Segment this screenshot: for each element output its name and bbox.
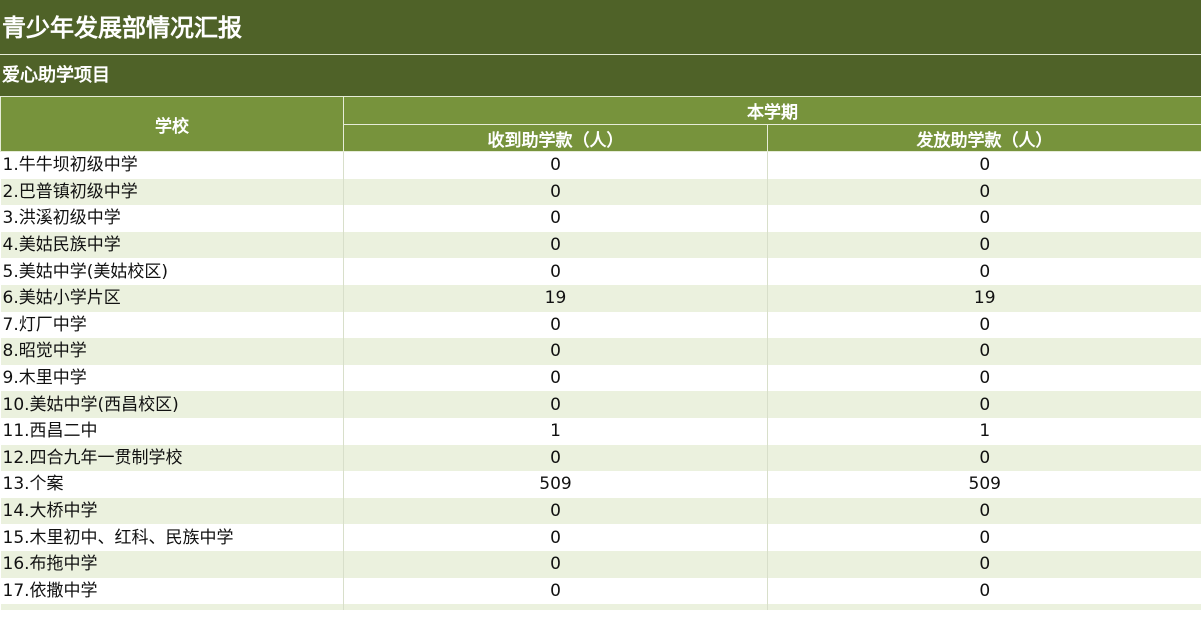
table-row: 11.西昌二中 1 1: [1, 417, 1201, 445]
school-cell: 5.美姑中学(美姑校区): [2, 261, 168, 282]
received-cell: 0: [343, 577, 768, 605]
school-cell: 3.洪溪初级中学: [2, 208, 121, 229]
issued-cell: 509: [767, 471, 1201, 498]
issued-cell: 0: [767, 258, 1201, 285]
table-row: [0, 604, 1201, 611]
school-cell: 4.美姑民族中学: [0, 231, 344, 259]
issued-cell: 0: [767, 311, 1201, 339]
received-cell: 0: [343, 231, 768, 259]
issued-cell: 0: [767, 151, 1201, 179]
school-cell: 17.依撒中学: [2, 580, 98, 601]
report-title: 青少年发展部情况汇报: [0, 0, 1201, 55]
school-cell: 11.西昌二中: [2, 421, 98, 442]
school-cell: 12.四合九年一贯制学校: [0, 444, 344, 472]
table-row: 12.四合九年一贯制学校 0 0: [0, 444, 1201, 472]
table-row: 7.灯厂中学 0 0: [1, 311, 1201, 339]
received-cell: 0: [343, 258, 768, 285]
col-header-school: 学校: [0, 97, 344, 152]
table-row: 4.美姑民族中学 0 0: [0, 231, 1201, 259]
issued-cell: 0: [767, 391, 1201, 418]
issued-cell: 0: [767, 524, 1201, 551]
received-cell: 0: [343, 151, 768, 179]
section-title: 爱心助学项目: [0, 55, 1201, 97]
issued-cell: 0: [767, 178, 1201, 206]
school-cell: 16.布拖中学: [0, 550, 344, 578]
table-row: 2.巴普镇初级中学 0 0: [0, 178, 1201, 206]
issued-cell: 19: [767, 284, 1201, 312]
issued-cell: 0: [767, 231, 1201, 259]
received-cell: 0: [343, 205, 768, 232]
school-cell: 2.巴普镇初级中学: [0, 178, 344, 206]
table-row: 5.美姑中学(美姑校区) 0 0: [1, 258, 1201, 285]
issued-cell: 0: [767, 364, 1201, 392]
table-row: 13.个案 509 509: [1, 471, 1201, 498]
received-cell: 0: [343, 391, 768, 418]
school-cell: 7.灯厂中学: [2, 314, 87, 335]
school-cell: [0, 604, 344, 611]
issued-cell: 0: [767, 338, 1201, 365]
table-row: 1.牛牛坝初级中学 0 0: [1, 151, 1201, 179]
table-row: 10.美姑中学(西昌校区) 0 0: [0, 391, 1201, 418]
school-cell: 9.木里中学: [2, 368, 87, 389]
col-header-received: 收到助学款（人）: [343, 124, 768, 152]
received-cell: 0: [343, 524, 768, 551]
issued-cell: 0: [767, 577, 1201, 605]
received-cell: 0: [343, 338, 768, 365]
table-row: 9.木里中学 0 0: [1, 364, 1201, 392]
school-cell: 1.牛牛坝初级中学: [2, 155, 138, 176]
school-cell: 15.木里初中、红科、民族中学: [2, 527, 234, 548]
received-cell: [343, 604, 768, 611]
received-cell: 0: [343, 444, 768, 472]
issued-cell: 0: [767, 550, 1201, 578]
issued-cell: 1: [767, 417, 1201, 445]
issued-cell: 0: [767, 444, 1201, 472]
issued-cell: 0: [767, 205, 1201, 232]
received-cell: 1: [343, 417, 768, 445]
table-row: 17.依撒中学 0 0: [1, 577, 1201, 605]
received-cell: 0: [343, 550, 768, 578]
table-row: 8.昭觉中学 0 0: [0, 338, 1201, 365]
school-cell: 6.美姑小学片区: [0, 284, 344, 312]
col-header-issued: 发放助学款（人）: [767, 124, 1201, 152]
issued-cell: [767, 604, 1201, 611]
received-cell: 0: [343, 497, 768, 525]
table-row: 6.美姑小学片区 19 19: [0, 284, 1201, 312]
table-row: 16.布拖中学 0 0: [0, 550, 1201, 578]
school-cell: 14.大桥中学: [0, 497, 344, 525]
received-cell: 0: [343, 364, 768, 392]
school-cell: 13.个案: [2, 474, 64, 495]
issued-cell: 0: [767, 497, 1201, 525]
aid-table: 学校 本学期 收到助学款（人） 发放助学款（人） 1.牛牛坝初级中学 0 0 2.巴普…: [0, 97, 1201, 611]
table-row: 14.大桥中学 0 0: [0, 497, 1201, 525]
school-cell: 8.昭觉中学: [0, 338, 344, 365]
col-group-semester: 本学期: [343, 97, 1201, 125]
received-cell: 509: [343, 471, 768, 498]
received-cell: 0: [343, 311, 768, 339]
table-row: 15.木里初中、红科、民族中学 0 0: [1, 524, 1201, 551]
received-cell: 19: [343, 284, 768, 312]
school-cell: 10.美姑中学(西昌校区): [0, 391, 344, 418]
table-row: 3.洪溪初级中学 0 0: [1, 205, 1201, 232]
received-cell: 0: [343, 178, 768, 206]
